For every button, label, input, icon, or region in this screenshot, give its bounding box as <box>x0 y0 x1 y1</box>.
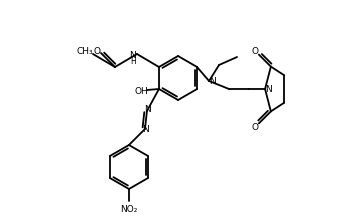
Text: N: N <box>130 51 136 59</box>
Text: OH: OH <box>134 87 148 95</box>
Text: N: N <box>209 77 215 87</box>
Text: CH₃: CH₃ <box>77 46 93 56</box>
Text: NO₂: NO₂ <box>120 204 137 214</box>
Text: N: N <box>265 85 272 94</box>
Text: O: O <box>251 47 258 56</box>
Text: N: N <box>145 105 151 115</box>
Text: O: O <box>93 46 101 56</box>
Text: O: O <box>251 123 258 132</box>
Text: N: N <box>143 125 149 135</box>
Text: H: H <box>130 56 136 66</box>
